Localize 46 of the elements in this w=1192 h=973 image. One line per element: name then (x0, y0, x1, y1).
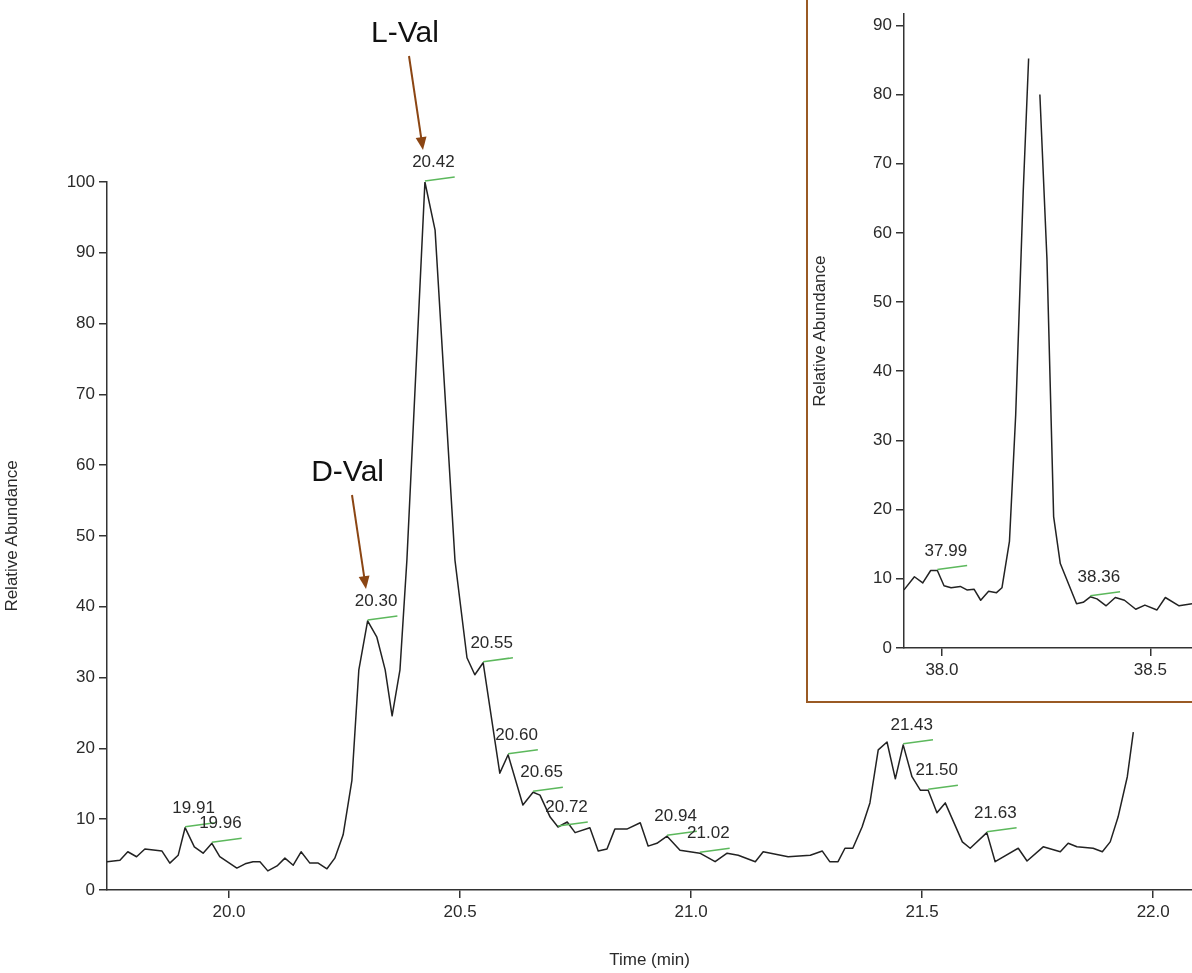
y-tick-label: 30 (76, 667, 95, 687)
text: L-Val (370, 14, 440, 50)
y-tick-label: 20 (873, 499, 892, 519)
y-tick-label: 20 (76, 738, 95, 758)
y-tick-label: 100 (66, 171, 95, 191)
y-tick-label: 40 (873, 360, 892, 380)
y-tick-label: 70 (873, 153, 892, 173)
y-tick-label: 40 (76, 596, 95, 616)
x-tick-label: 38.0 (925, 659, 959, 679)
y-axis-title: Relative Abundance (1, 460, 21, 612)
y-tick-label: 90 (873, 14, 892, 34)
y-tick-label: 10 (873, 568, 892, 588)
y-tick-label: 60 (873, 222, 892, 242)
annotation: 20.60 (495, 724, 538, 744)
x-tick-label: 22.0 (1136, 901, 1170, 921)
annotation: 20.55 (470, 632, 513, 652)
annotation: 20.42 (412, 152, 455, 171)
y-tick-label: 10 (76, 808, 95, 828)
x-tick-label: 21.0 (674, 901, 708, 921)
annotation: 20.72 (545, 796, 588, 816)
y-tick-label: 90 (76, 242, 95, 262)
annotation: 21.63 (974, 802, 1017, 822)
y-tick-label: 70 (76, 384, 95, 404)
y-tick-label: 0 (882, 637, 892, 657)
annotation: 21.50 (915, 760, 958, 780)
x-tick-label: 38.5 (1133, 659, 1167, 679)
y-tick-label: 50 (873, 291, 892, 311)
x-axis-title: Time (min) (609, 950, 690, 970)
annotation: 21.02 (687, 823, 730, 843)
x-tick-label: 21.5 (905, 901, 939, 921)
annotation: 20.65 (520, 762, 563, 782)
annotation: 20.30 (354, 590, 398, 610)
annotation: D-Val (310, 452, 385, 489)
annotation: 38.36 (1077, 566, 1121, 586)
x-tick-label: 20.0 (212, 901, 246, 921)
y-tick-label: 60 (76, 454, 95, 474)
annotation: 21.43 (890, 714, 933, 734)
annotation: 37.99 (924, 540, 968, 560)
y-axis-title: Relative Abundance (809, 255, 829, 407)
y-tick-label: 80 (76, 313, 95, 333)
y-tick-label: 80 (873, 84, 892, 104)
annotation: 20.94 (654, 806, 697, 826)
x-tick-label: 20.5 (443, 901, 477, 921)
y-tick-label: 0 (85, 879, 95, 899)
y-tick-label: 30 (873, 430, 892, 450)
y-tick-label: 50 (76, 525, 95, 545)
